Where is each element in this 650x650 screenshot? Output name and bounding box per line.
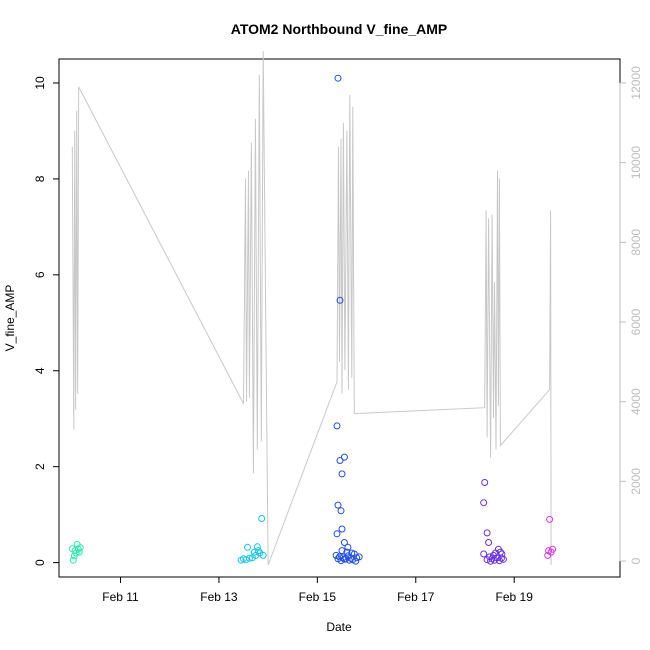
data-point (340, 453, 348, 461)
right-tick-label: 6000 (629, 308, 643, 335)
data-point (334, 74, 342, 82)
x-tick-label: Feb 11 (102, 590, 139, 604)
data-point (75, 548, 83, 556)
data-point (338, 525, 346, 533)
data-point (334, 555, 342, 563)
data-point (334, 501, 342, 509)
y-axis: 0 2 4 6 8 10 (33, 76, 60, 566)
data-point (352, 557, 360, 565)
data-point (336, 457, 344, 464)
right-tick-label: 12000 (629, 66, 643, 100)
data-point (72, 549, 80, 557)
x-tick-label: Feb 17 (397, 590, 435, 604)
data-point (345, 556, 353, 564)
data-point (76, 544, 84, 552)
data-point (74, 545, 82, 553)
x-axis: Feb 11 Feb 13 Feb 15 Feb 17 Feb 19 (102, 576, 534, 604)
data-point (344, 543, 352, 551)
y-tick-label: 8 (33, 175, 47, 182)
data-point (338, 470, 346, 478)
data-point (549, 545, 557, 553)
data-point (259, 551, 267, 559)
data-point (499, 555, 507, 563)
right-tick-label: 0 (629, 557, 643, 564)
data-point (336, 296, 344, 304)
data-point (480, 550, 488, 558)
data-point (242, 556, 250, 564)
data-point (487, 557, 495, 565)
data-point (481, 479, 489, 486)
data-point (333, 422, 341, 430)
data-point (338, 547, 346, 555)
right-tick-label: 4000 (629, 388, 643, 415)
grey-line-layer (71, 50, 552, 566)
data-point (337, 507, 345, 515)
x-tick-label: Feb 13 (200, 590, 238, 604)
data-point (69, 556, 77, 564)
data-point (332, 551, 340, 559)
data-point (483, 556, 491, 564)
data-point (485, 539, 493, 546)
y-tick-label: 10 (33, 76, 47, 90)
data-point (333, 530, 341, 538)
y-tick-label: 2 (33, 463, 47, 470)
data-point (253, 543, 261, 551)
right-axis: 0 2000 4000 6000 8000 10000 12000 (619, 66, 643, 564)
y-tick-label: 6 (33, 271, 47, 278)
right-tick-label: 2000 (629, 468, 643, 495)
x-axis-label: Date (326, 620, 352, 634)
x-tick-label: Feb 15 (299, 590, 337, 604)
points-layer (68, 74, 557, 565)
data-point (492, 549, 499, 557)
data-point (343, 548, 351, 556)
x-tick-label: Feb 19 (496, 590, 534, 604)
secondary-series-line (71, 50, 552, 566)
right-tick-label: 8000 (629, 229, 643, 256)
right-tick-label: 10000 (629, 146, 643, 180)
data-point (483, 529, 491, 537)
y-tick-label: 0 (33, 559, 47, 566)
chart-title: ATOM2 Northbound V_fine_AMP (231, 21, 447, 37)
data-point (245, 554, 253, 562)
data-point (546, 515, 554, 523)
y-tick-label: 4 (33, 367, 47, 374)
data-point (340, 539, 348, 546)
data-point (355, 553, 363, 561)
data-point (258, 515, 266, 522)
data-point (244, 543, 251, 551)
data-point (480, 499, 488, 507)
y-axis-label: V_fine_AMP (3, 285, 17, 352)
